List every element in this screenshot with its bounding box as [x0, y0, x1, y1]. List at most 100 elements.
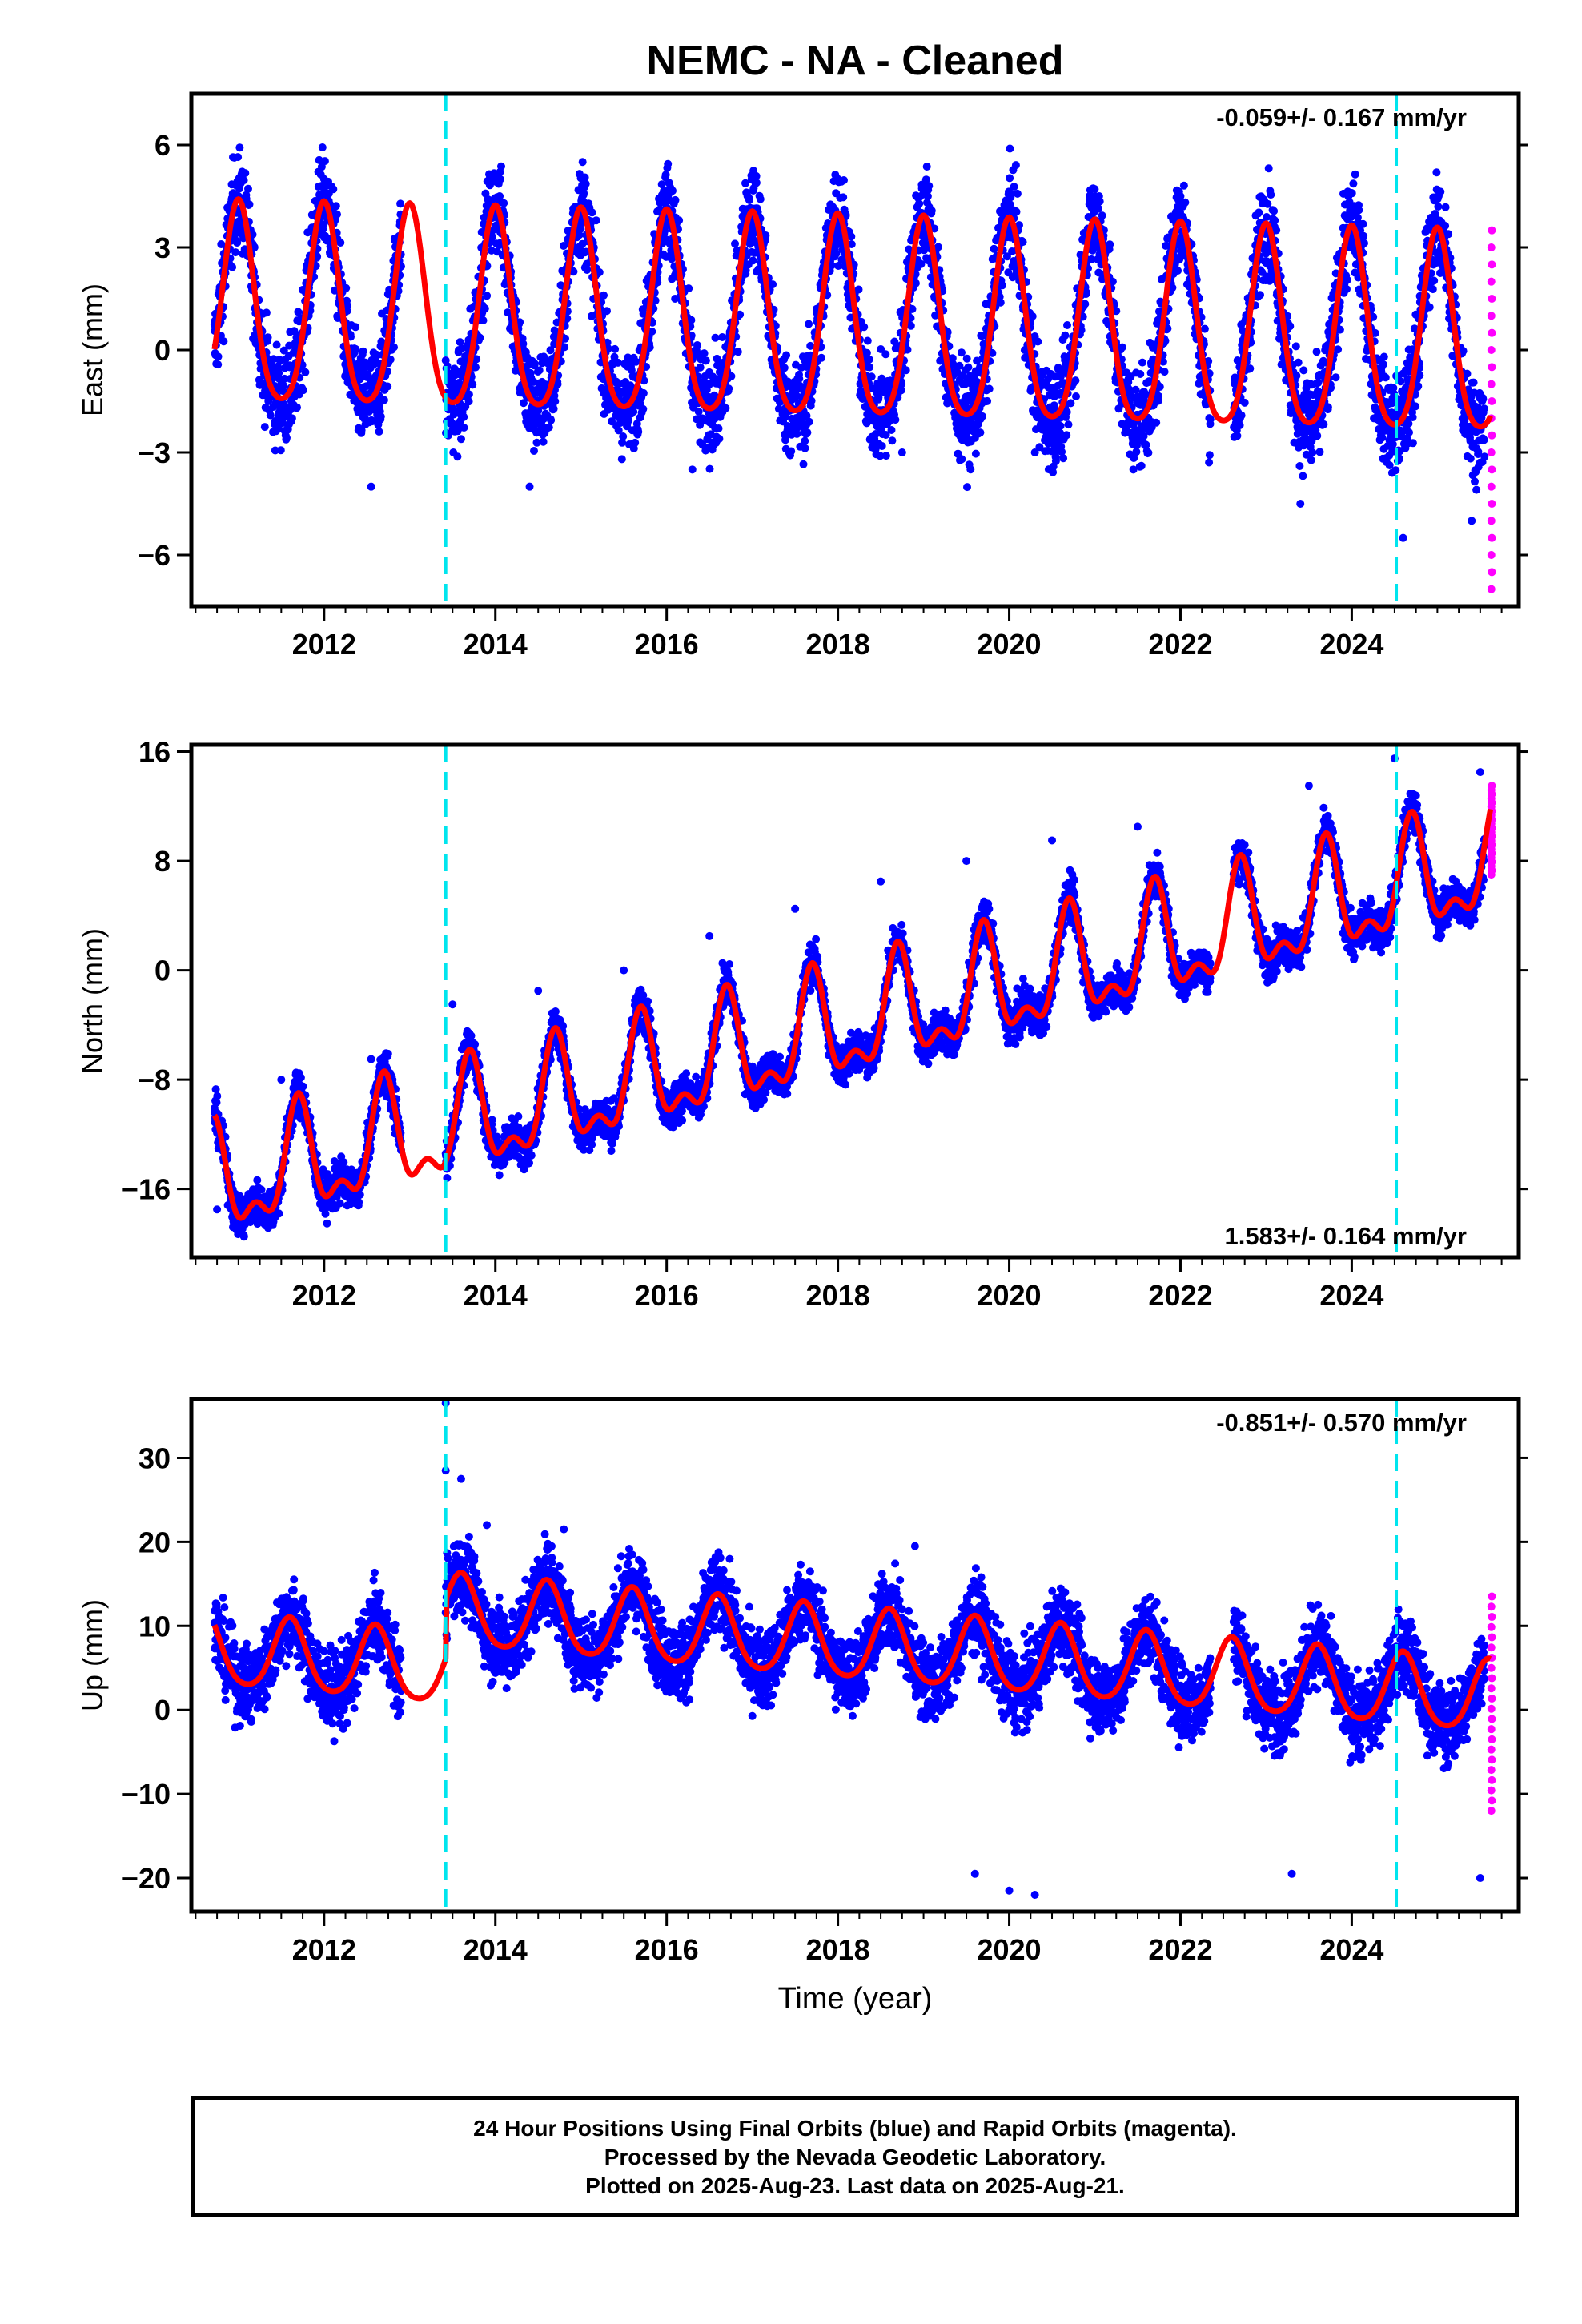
east-final-point [1131, 385, 1140, 394]
east-final-point [336, 239, 345, 247]
east-final-point [881, 350, 890, 359]
east-final-point [239, 176, 248, 185]
east-final-point [801, 444, 809, 452]
east-final-point [343, 301, 351, 310]
east-final-point [976, 428, 985, 437]
east-final-point [280, 374, 289, 383]
east-final-point [661, 171, 670, 179]
east-final-point [250, 243, 259, 251]
east-final-point [617, 455, 626, 464]
east-final-point [1136, 370, 1145, 378]
east-final-point [1071, 376, 1080, 385]
east-panel: 2012 2014 2016 2018 2020 2022 2024630−3−6East … [76, 91, 1528, 661]
time-series-figure: NEMC - NA - Cleaned 2012 2014 2016 2018 2020… [76, 38, 1528, 2016]
east-final-point [1294, 358, 1303, 367]
east-final-point [1160, 368, 1169, 376]
east-final-point [1271, 216, 1279, 225]
east-final-point [231, 248, 240, 257]
east-final-point [1331, 373, 1340, 382]
east-final-point [1137, 461, 1146, 470]
east-final-point [1425, 303, 1434, 312]
east-final-point [1106, 240, 1114, 249]
east-final-point [377, 337, 386, 346]
east-final-point [260, 423, 269, 432]
east-final-point [805, 417, 813, 426]
east-final-point [1313, 432, 1322, 440]
east-final-point [1405, 428, 1413, 436]
east-final-point [1270, 207, 1279, 215]
east-final-point [351, 344, 360, 353]
east-final-point [711, 333, 720, 342]
east-final-point [479, 316, 488, 324]
east-final-point [263, 333, 272, 342]
east-final-point [262, 308, 271, 317]
east-final-point [749, 256, 757, 265]
east-final-point [214, 352, 223, 361]
east-final-point [1432, 168, 1441, 177]
east-final-point [1206, 415, 1215, 424]
east-final-point [733, 348, 742, 356]
east-final-point [860, 323, 869, 332]
east-final-point [671, 195, 680, 204]
east-final-point [219, 337, 228, 346]
east-final-point [701, 356, 710, 365]
east-final-point [549, 404, 558, 413]
east-final-point [1012, 207, 1021, 216]
east-final-point [963, 483, 971, 492]
east-final-point [1051, 456, 1060, 465]
east-final-point [803, 428, 812, 437]
east-final-point [241, 169, 250, 178]
east-final-point [283, 433, 291, 442]
east-final-point [457, 344, 466, 352]
east-final-point [657, 180, 666, 189]
east-final-point [333, 210, 341, 219]
east-final-point [1062, 408, 1071, 416]
east-final-point [881, 452, 890, 460]
east-final-point [1062, 431, 1071, 440]
east-final-point [1205, 458, 1214, 467]
east-final-point [1154, 392, 1163, 400]
east-final-point [1090, 185, 1099, 194]
east-final-point [780, 364, 789, 372]
east-final-point [329, 185, 338, 194]
east-final-point [468, 380, 477, 389]
east-final-point [985, 384, 994, 393]
east-final-point [888, 436, 897, 445]
east-final-point [1063, 321, 1071, 329]
east-final-point [464, 397, 473, 406]
east-final-point [669, 187, 677, 195]
east-final-point [285, 341, 294, 350]
east-final-point [1428, 285, 1437, 294]
east-final-point [1013, 189, 1022, 198]
east-final-point [1408, 439, 1417, 448]
east-final-point [611, 344, 620, 353]
east-final-point [551, 397, 560, 406]
east-final-point [700, 349, 709, 358]
east-final-point [1174, 267, 1182, 275]
east-final-point [464, 390, 473, 399]
east-final-point [480, 304, 489, 313]
east-final-point [460, 424, 468, 432]
east-final-point [1299, 472, 1307, 480]
east-final-point [301, 368, 310, 376]
east-final-point [603, 307, 611, 316]
east-final-point [901, 366, 910, 375]
east-final-point [1264, 164, 1273, 173]
east-final-point [1072, 392, 1080, 400]
east-final-point [234, 153, 243, 162]
east-final-point [817, 353, 825, 362]
east-final-point [279, 346, 288, 355]
east-final-point [664, 159, 673, 168]
east-final-point [496, 175, 504, 183]
east-final-point [1307, 456, 1315, 464]
east-final-point [840, 176, 848, 184]
east-final-point [996, 298, 1005, 307]
east-final-point [1050, 401, 1058, 410]
east-final-point [1237, 411, 1246, 420]
east-final-point [1391, 466, 1400, 475]
east-final-point [276, 446, 285, 455]
east-final-point [1179, 181, 1188, 190]
east-final-point [472, 355, 481, 364]
east-final-point [245, 200, 254, 209]
east-final-point [631, 438, 640, 447]
